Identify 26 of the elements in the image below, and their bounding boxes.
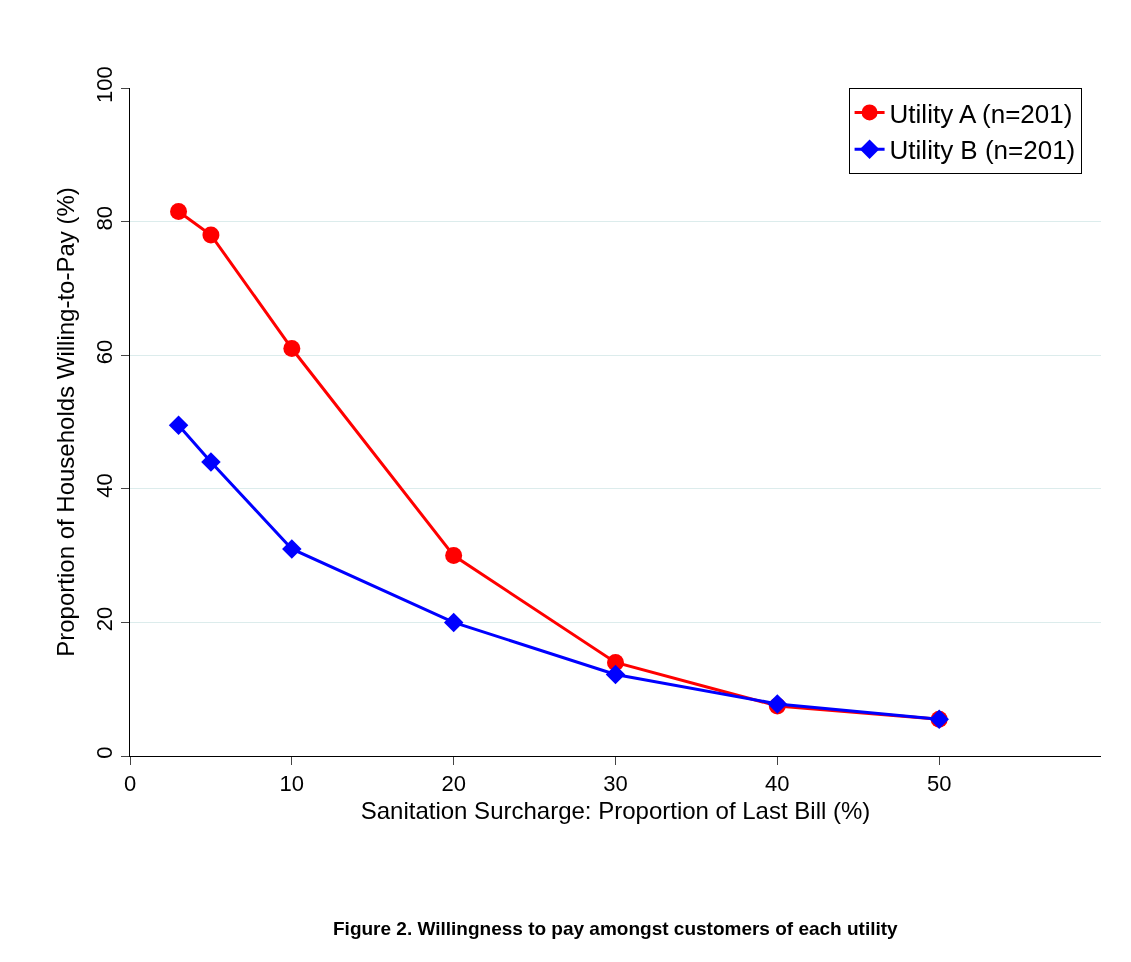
y-tick-label: 60	[92, 339, 118, 365]
text: Figure 2. Willingness to pay amongst customers of each utility	[333, 918, 899, 939]
point	[283, 340, 301, 358]
x-tick-label: 40	[765, 771, 790, 797]
y-tick-label: 0	[92, 746, 118, 759]
y-tick-label: 100	[92, 66, 118, 104]
point	[170, 203, 188, 221]
x-tick-label: 20	[441, 771, 466, 797]
y-tick-label: 80	[92, 206, 118, 231]
x-tick-label: 30	[603, 771, 628, 797]
point	[445, 547, 463, 565]
point	[202, 226, 220, 244]
legend-label: Utility A (n=201)	[889, 98, 1073, 129]
y-axis-title: Proportion of Households Willing-to-Pay (%)	[52, 187, 80, 657]
point	[605, 664, 626, 685]
y-tick-label: 40	[92, 473, 118, 498]
y-tick-label: 20	[92, 606, 118, 632]
x-tick-label: 10	[279, 771, 305, 797]
x-tick-label: 0	[123, 771, 137, 797]
x-tick-label: 50	[926, 771, 952, 797]
point	[443, 612, 464, 633]
point	[282, 539, 302, 559]
point	[168, 415, 189, 436]
x-axis-title: Sanitation Surcharge: Proportion of Last Bill (%)	[360, 796, 871, 824]
legend-label: Utility B (n=201)	[889, 135, 1076, 166]
point	[201, 452, 221, 472]
